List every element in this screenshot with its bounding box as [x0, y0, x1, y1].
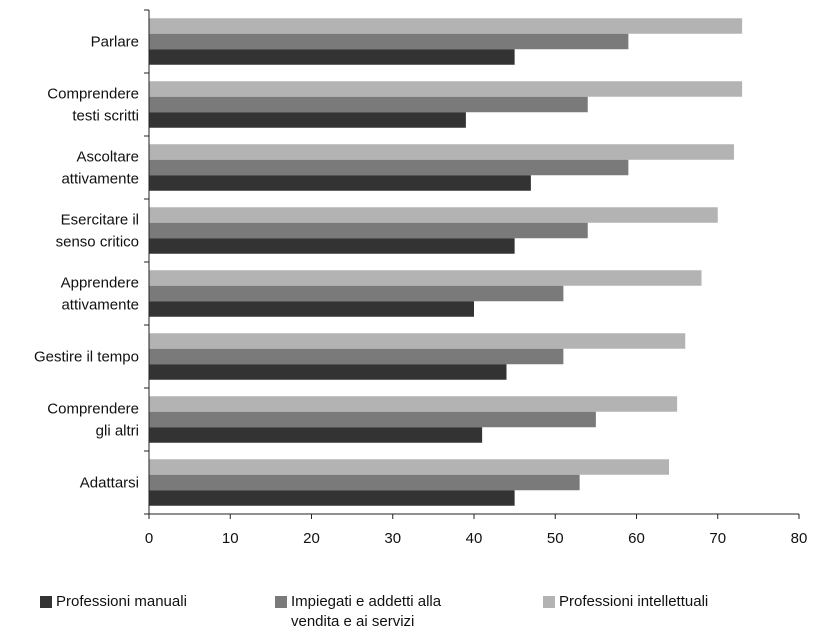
category-label: Ascoltare attivamente [61, 149, 139, 188]
x-tick-label: 10 [222, 530, 239, 547]
bar-impiegati-e-addetti-alla-vendita-e-ai-servizi-comprendere-gli-altri [149, 411, 596, 428]
legend-label: Professioni intellettuali [559, 593, 709, 610]
bar-professioni-manuali-comprendere-testi-scritti [149, 112, 466, 128]
bar-professioni-intellettuali-parlare [149, 18, 743, 34]
bar-professioni-intellettuali-ascoltare-attivamente [149, 144, 734, 160]
legend-label: Impiegati e addetti alla vendita e ai ser… [291, 592, 441, 632]
legend-swatch [40, 596, 52, 608]
legend-label-line-2: vendita e ai servizi [291, 613, 415, 630]
legend-item-professioni-intellettuali: Professioni intellettuali [543, 592, 783, 632]
bar-professioni-intellettuali-adattarsi [149, 459, 669, 475]
legend-label-line-1: Impiegati e addetti alla [291, 593, 442, 610]
bar-impiegati-e-addetti-alla-vendita-e-ai-servizi-parlare [149, 33, 629, 50]
bar-impiegati-e-addetti-alla-vendita-e-ai-servizi-comprendere-testi-scritti [149, 96, 588, 113]
x-tick-label: 20 [303, 530, 320, 547]
x-tick-label: 30 [384, 530, 401, 547]
bar-professioni-manuali-parlare [149, 49, 515, 65]
bar-impiegati-e-addetti-alla-vendita-e-ai-servizi-ascoltare-attivamente [149, 159, 629, 176]
x-tick-label: 40 [466, 530, 483, 547]
category-label: Esercitare il senso critico [56, 212, 139, 251]
bar-professioni-manuali-esercitare-il-senso-critico [149, 238, 515, 254]
legend-swatch [543, 596, 555, 608]
bar-professioni-manuali-comprendere-gli-altri [149, 427, 483, 443]
bar-professioni-manuali-adattarsi [149, 490, 515, 506]
legend-label: Professioni manuali [56, 593, 187, 610]
bar-impiegati-e-addetti-alla-vendita-e-ai-servizi-gestire-il-tempo [149, 348, 564, 365]
x-tick-label: 70 [709, 530, 726, 547]
labels-layer: Parlare Comprendere testi scritti Ascoltare… [34, 34, 807, 548]
bar-impiegati-e-addetti-alla-vendita-e-ai-servizi-esercitare-il-senso-critico [149, 222, 588, 239]
x-tick-label: 0 [145, 530, 153, 547]
x-tick-label: 60 [628, 530, 645, 547]
bar-professioni-intellettuali-apprendere-attivamente [149, 270, 702, 286]
category-label: Gestire il tempo [34, 349, 139, 366]
legend-item-professioni-manuali: Professioni manuali [40, 592, 270, 632]
bar-professioni-manuali-apprendere-attivamente [149, 301, 474, 317]
category-label: Adattarsi [80, 475, 139, 492]
bar-professioni-intellettuali-gestire-il-tempo [149, 333, 686, 349]
axes-layer [144, 9, 800, 519]
bar-professioni-intellettuali-esercitare-il-senso-critico [149, 207, 718, 223]
legend-item-impiegati: Impiegati e addetti alla vendita e ai ser… [275, 592, 515, 632]
x-tick-label: 50 [547, 530, 564, 547]
bars-layer [149, 18, 743, 506]
x-tick-label: 80 [791, 530, 808, 547]
category-label: Comprendere gli altri [47, 401, 139, 440]
bar-professioni-intellettuali-comprendere-testi-scritti [149, 81, 743, 97]
category-label: Apprendere attivamente [61, 275, 139, 314]
bar-professioni-intellettuali-comprendere-gli-altri [149, 396, 678, 412]
category-label: Parlare [91, 34, 139, 51]
bar-impiegati-e-addetti-alla-vendita-e-ai-servizi-apprendere-attivamente [149, 285, 564, 302]
bar-professioni-manuali-ascoltare-attivamente [149, 175, 531, 191]
bar-professioni-manuali-gestire-il-tempo [149, 364, 507, 380]
category-label: Comprendere testi scritti [47, 86, 139, 125]
bar-impiegati-e-addetti-alla-vendita-e-ai-servizi-adattarsi [149, 474, 580, 491]
legend-swatch [275, 596, 287, 608]
